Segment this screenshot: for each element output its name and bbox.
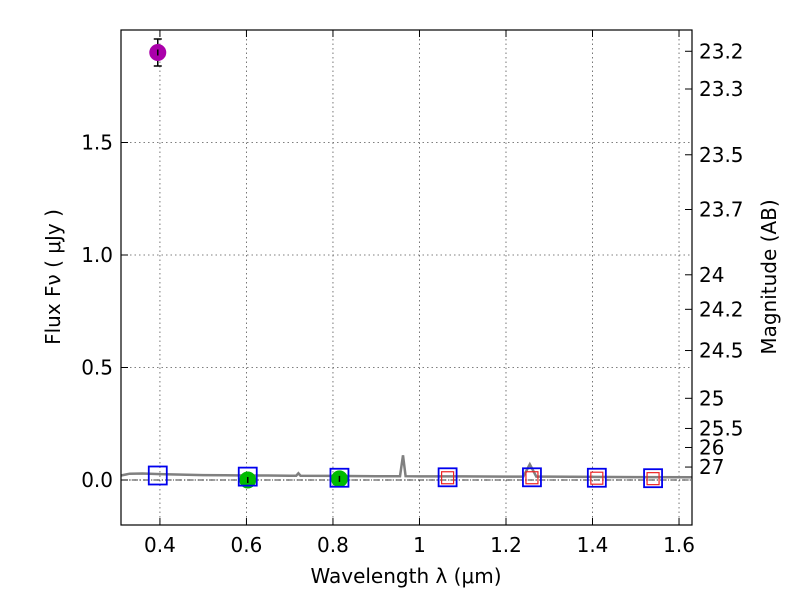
y-tick-label: 0.0 [81, 468, 113, 492]
upper-limit-red-point [590, 471, 604, 485]
x-tick-label: 0.8 [317, 533, 349, 557]
right-tick-label: 23.5 [699, 143, 744, 167]
right-axis-title: Magnitude (AB) [757, 199, 781, 354]
x-tick-label: 1.6 [663, 533, 695, 557]
model-blue-squares-point [643, 468, 663, 489]
y-axis-title: Flux Fν ( μJy ) [41, 209, 65, 345]
x-tick-label: 1.2 [490, 533, 522, 557]
x-axis-title: Wavelength λ (μm) [310, 564, 501, 588]
x-tick-label: 0.6 [231, 533, 263, 557]
model-blue-squares-point [329, 467, 350, 488]
model-blue-squares-point [522, 467, 542, 488]
right-tick-label: 25.5 [699, 416, 744, 440]
upper-limit-red-point [440, 471, 455, 485]
right-tick-label: 24.5 [699, 339, 744, 363]
right-tick-label: 25 [699, 386, 724, 410]
right-tick-label: 27 [699, 455, 724, 479]
right-tick-label: 26 [699, 435, 724, 459]
model-blue-squares-point [586, 467, 607, 488]
right-tick-label: 23.7 [699, 197, 744, 221]
upper-limit-red-point [646, 472, 660, 486]
model-blue-squares-point [237, 466, 258, 487]
axis-ticks: 0.4 0.6 0.8 1 1.2 1.4 1.6 0.0 0.5 1.0 1.5 23.2 23.3 2… [81, 30, 744, 557]
data-layer [120, 38, 693, 489]
y-tick-label: 0.5 [81, 356, 113, 380]
x-tick-label: 1 [413, 533, 426, 557]
right-tick-label: 24.2 [699, 297, 744, 321]
y-tick-label: 1.0 [81, 243, 113, 267]
right-tick-label: 23.2 [699, 39, 744, 63]
model-blue-squares-point [437, 467, 458, 488]
y-tick-label: 1.5 [81, 131, 113, 155]
sed-model-line [120, 455, 693, 479]
grid [121, 30, 692, 525]
x-tick-label: 1.4 [577, 533, 609, 557]
right-tick-label: 24 [699, 263, 724, 287]
x-tick-label: 0.4 [144, 533, 176, 557]
plot-frame [120, 29, 693, 526]
right-tick-label: 23.3 [699, 77, 744, 101]
plot-area-background [121, 30, 692, 525]
model-blue-squares-point [147, 465, 168, 486]
upper-limit-red-point [525, 471, 539, 485]
